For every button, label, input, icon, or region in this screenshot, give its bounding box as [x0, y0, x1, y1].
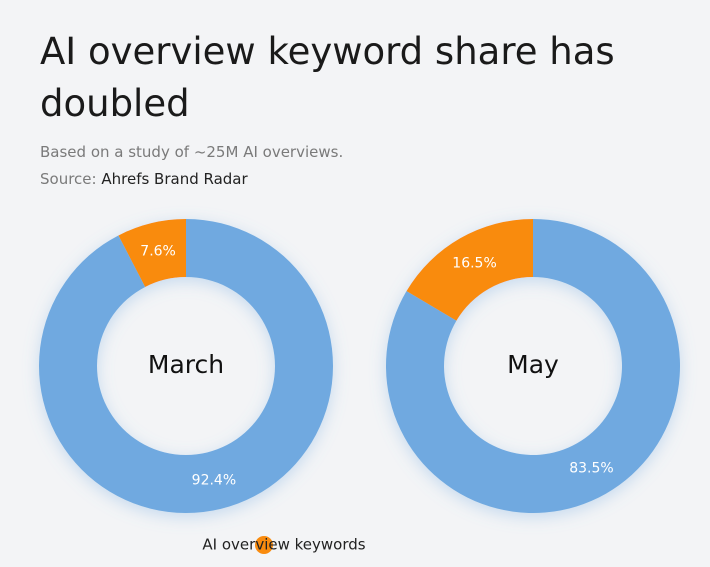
slice: [38, 219, 334, 513]
center-label: May: [507, 350, 559, 379]
donut: [386, 219, 680, 513]
source: Ahrefs Brand Radar: [101, 170, 248, 188]
source-label: Source:: [40, 170, 97, 188]
source-line: Source: Ahrefs Brand Radar: [40, 170, 248, 188]
title: AI overview keyword share has doubled: [40, 30, 615, 125]
value-label: 16.5%: [452, 256, 496, 272]
legend-label: AI overview keywords: [202, 536, 365, 554]
slice: [386, 219, 680, 513]
legend-marker: [255, 536, 273, 554]
subtitle: Based on a study of ~25M AI overviews.: [40, 143, 344, 161]
center-label: March: [148, 350, 224, 379]
slice: [118, 219, 186, 287]
slice: [406, 219, 533, 321]
value-label: 92.4%: [192, 473, 236, 489]
value-label: 7.6%: [140, 243, 176, 259]
value-label: 83.5%: [569, 460, 613, 476]
donut: [38, 219, 334, 513]
